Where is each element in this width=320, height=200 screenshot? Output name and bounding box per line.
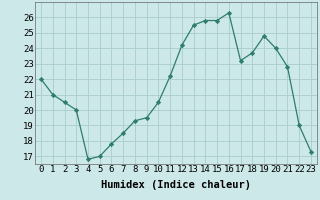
X-axis label: Humidex (Indice chaleur): Humidex (Indice chaleur) — [101, 180, 251, 190]
